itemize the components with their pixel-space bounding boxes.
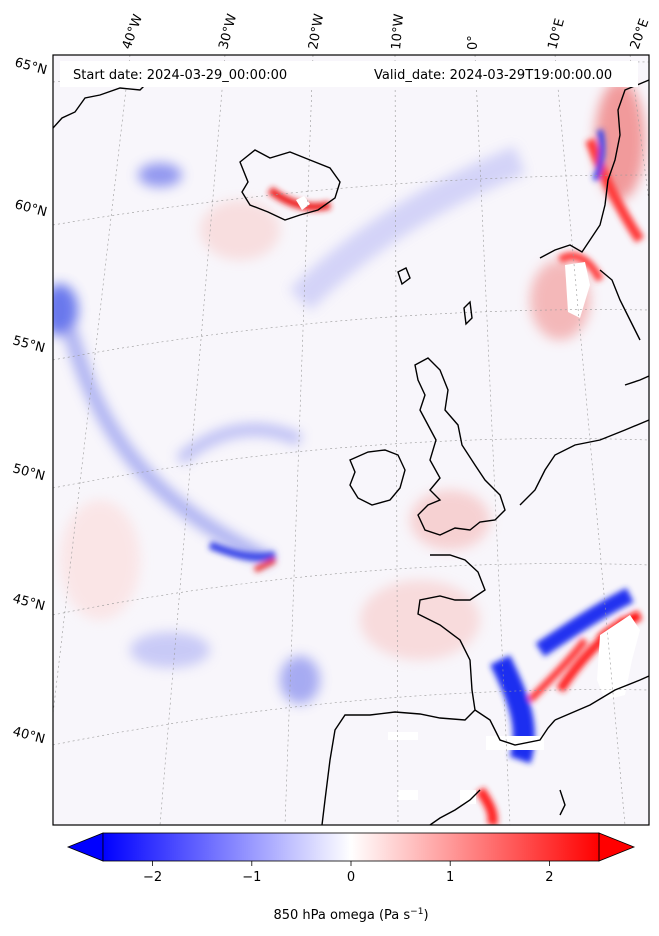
omega-field	[53, 55, 649, 825]
colorbar-tick-label: −2	[143, 870, 162, 885]
header-box	[60, 61, 638, 87]
mask-area	[398, 790, 418, 800]
coast-shetland	[463, 300, 473, 326]
colorbar-ticks: −2 −1 0 1 2	[143, 861, 554, 885]
colorbar-tick-label: 1	[446, 870, 454, 885]
lon-label: 40°W	[120, 12, 146, 51]
start-date-text: Start date: 2024-03-29_00:00:00	[73, 68, 287, 83]
coast-france-spain	[321, 554, 486, 825]
map-panel: Start date: 2024-03-29_00:00:00 Valid_da…	[52, 54, 650, 826]
lon-label: 20°W	[306, 13, 327, 51]
coast-ireland	[349, 449, 406, 506]
mask-area	[296, 196, 310, 210]
coast-iceland	[239, 149, 341, 221]
coast-norway	[539, 79, 649, 259]
colorbar-label: 850 hPa omega (Pa s−1)	[273, 907, 428, 923]
lat-label: 40°N	[11, 724, 47, 747]
lon-label: 0°	[466, 35, 481, 50]
lat-label: 65°N	[13, 55, 49, 78]
lon-label: 10°W	[389, 13, 407, 50]
coast-denmark	[624, 375, 649, 386]
lon-label: 20°E	[628, 17, 653, 52]
colorbar-high-extend	[598, 832, 636, 862]
colorbar: −2 −1 0 1 2 850 hPa omega (Pa s−1)	[66, 832, 636, 923]
valid-date-text: Valid_date: 2024-03-29T19:00:00.00	[374, 68, 612, 83]
graticule	[53, 55, 649, 825]
lat-label: 55°N	[11, 333, 47, 356]
lat-label: 60°N	[13, 197, 49, 220]
colorbar-tick-label: −1	[242, 870, 261, 885]
mask-area	[460, 790, 476, 804]
colorbar-low-extend	[66, 832, 104, 862]
coast-spain-south	[429, 789, 481, 825]
coast-island	[559, 789, 566, 816]
colorbar-tick-label: 2	[545, 870, 553, 885]
mask-area	[486, 736, 544, 750]
coast-faroe	[397, 267, 411, 286]
mask-area	[388, 732, 418, 740]
colorbar-tick-label: 0	[347, 870, 355, 885]
latitude-labels: 65°N 60°N 55°N 50°N 45°N 40°N	[11, 55, 49, 747]
lat-label: 50°N	[11, 461, 47, 484]
lat-label: 45°N	[11, 591, 47, 614]
coast-great-britain	[414, 357, 506, 536]
longitude-labels: 40°W 30°W 20°W 10°W 0° 10°E 20°E	[120, 12, 653, 51]
coast-netherlands	[519, 419, 649, 506]
mask-area	[597, 615, 640, 700]
lon-label: 30°W	[216, 12, 240, 51]
coast-mediterranean	[554, 675, 649, 721]
coast-norway-south	[599, 269, 641, 341]
map-frame	[52, 54, 650, 826]
lon-label: 10°E	[545, 17, 568, 51]
colorbar-gradient	[103, 833, 599, 861]
coast-catalonia	[474, 709, 556, 746]
mask-area	[565, 262, 590, 318]
